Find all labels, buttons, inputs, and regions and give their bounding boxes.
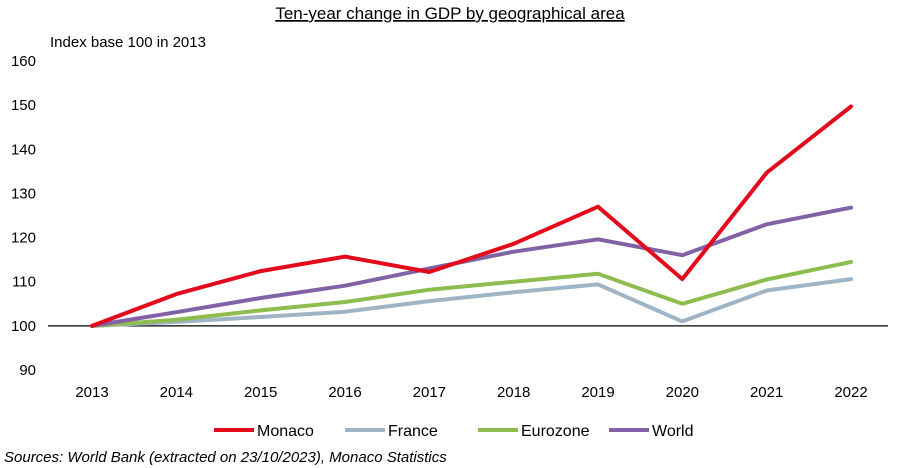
- source-note: Sources: World Bank (extracted on 23/10/…: [4, 449, 447, 466]
- series-line-eurozone: [90, 259, 853, 328]
- y-tick-label-150: 150: [11, 97, 36, 114]
- x-tick-label-2014: 2014: [160, 384, 193, 401]
- x-tick-label-2013: 2013: [75, 384, 108, 401]
- y-tick-label-160: 160: [11, 53, 36, 70]
- x-tick-label-2020: 2020: [666, 384, 699, 401]
- series-line-world: [90, 205, 853, 328]
- legend-label-monaco: Monaco: [257, 423, 314, 440]
- legend: Monaco France Eurozone World: [214, 423, 694, 440]
- x-axis-ticks: 2013 2014 2015 2016 2017 2018 2019 2020 2021 2022: [75, 384, 867, 401]
- y-tick-label-130: 130: [11, 185, 36, 202]
- x-tick-label-2022: 2022: [834, 384, 867, 401]
- y-unit-label: Index base 100 in 2013: [50, 34, 206, 51]
- x-tick-label-2016: 2016: [328, 384, 361, 401]
- x-tick-label-2018: 2018: [497, 384, 530, 401]
- x-tick-label-2017: 2017: [413, 384, 446, 401]
- y-tick-label-140: 140: [11, 141, 36, 158]
- series-line-france: [90, 277, 853, 328]
- y-axis-ticks: 90 100 110 120 130 140 150 160: [11, 53, 36, 379]
- legend-label-eurozone: Eurozone: [521, 423, 590, 440]
- y-tick-label-100: 100: [11, 318, 36, 335]
- series-line-monaco: [90, 104, 853, 328]
- legend-label-world: World: [652, 423, 694, 440]
- y-tick-label-110: 110: [12, 274, 36, 291]
- x-tick-label-2019: 2019: [581, 384, 614, 401]
- legend-label-france: France: [388, 423, 438, 440]
- x-tick-label-2015: 2015: [244, 384, 277, 401]
- y-tick-label-90: 90: [19, 362, 36, 379]
- y-tick-label-120: 120: [11, 230, 36, 247]
- chart-title: Ten-year change in GDP by geographical a…: [275, 4, 625, 23]
- series-lines: [90, 104, 853, 328]
- x-tick-label-2021: 2021: [750, 384, 783, 401]
